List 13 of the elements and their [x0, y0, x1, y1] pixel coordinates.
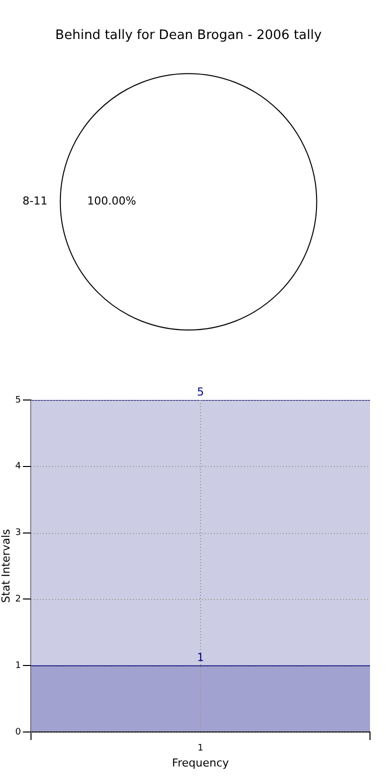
y-tick-label: 1: [15, 660, 21, 671]
slice-label: 8-11: [22, 194, 48, 208]
y-tick-label: 2: [15, 594, 21, 605]
x-axis-title: Frequency: [172, 756, 230, 770]
y-tick-label: 0: [15, 727, 22, 738]
y-tick-label: 3: [15, 528, 21, 538]
y-tick-label: 4: [15, 462, 22, 472]
y-axis-title: Stat Intervals: [0, 528, 12, 603]
data-label: 100.00%: [87, 194, 136, 208]
data-label: 1: [196, 650, 204, 664]
y-tick-label: 5: [15, 395, 21, 406]
chart-title: Behind tally for Dean Brogan - 2006 tally: [55, 28, 322, 44]
total-label: 5: [196, 385, 204, 398]
